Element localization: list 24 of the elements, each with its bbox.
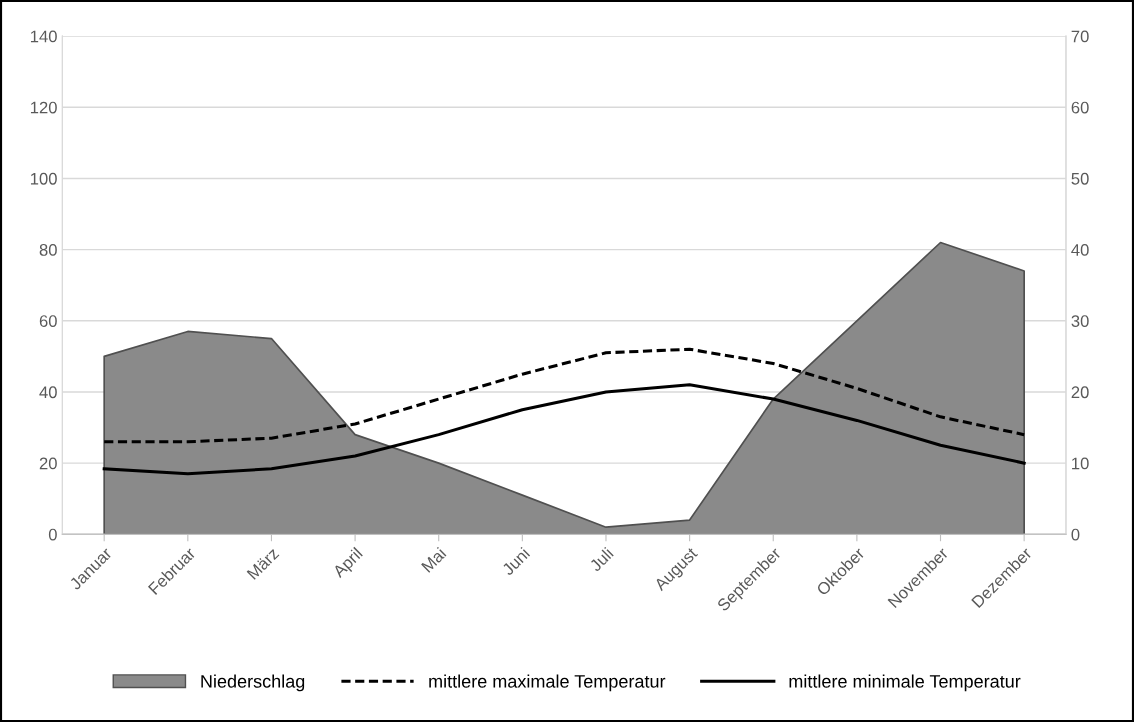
y-tick-label: 0 bbox=[48, 528, 57, 541]
y2-tick-label: 0 bbox=[1071, 528, 1080, 541]
y2-tick-label: 60 bbox=[1071, 101, 1089, 114]
y2-tick-label: 20 bbox=[1071, 386, 1089, 399]
y-tick-label: 40 bbox=[39, 386, 57, 399]
y2-tick-label: 40 bbox=[1071, 244, 1089, 256]
y-tick-label: 140 bbox=[30, 30, 57, 43]
legend-label: Niederschlag bbox=[201, 674, 305, 692]
y-tick-label: 120 bbox=[30, 101, 57, 114]
y2-tick-label: 70 bbox=[1071, 30, 1089, 43]
y2-tick-label: 30 bbox=[1071, 315, 1089, 327]
y-tick-label: 80 bbox=[39, 244, 57, 256]
y-tick-label: 20 bbox=[39, 457, 57, 470]
legend-label: mittlere maximale Temperatur bbox=[429, 674, 666, 692]
x-tick-label: Juni bbox=[500, 546, 531, 577]
line-series bbox=[102, 347, 1026, 444]
y2-tick-label: 10 bbox=[1072, 457, 1089, 470]
y-tick-label: 60 bbox=[39, 315, 57, 327]
y-tick-label: 100 bbox=[30, 172, 57, 185]
line-series bbox=[102, 383, 1026, 476]
x-tick-label: Juli bbox=[588, 546, 614, 573]
x-tick-label: Mai bbox=[420, 546, 447, 573]
legend-label: mittlere minimale Temperatur bbox=[789, 674, 1021, 692]
y2-tick-label: 50 bbox=[1071, 172, 1089, 185]
